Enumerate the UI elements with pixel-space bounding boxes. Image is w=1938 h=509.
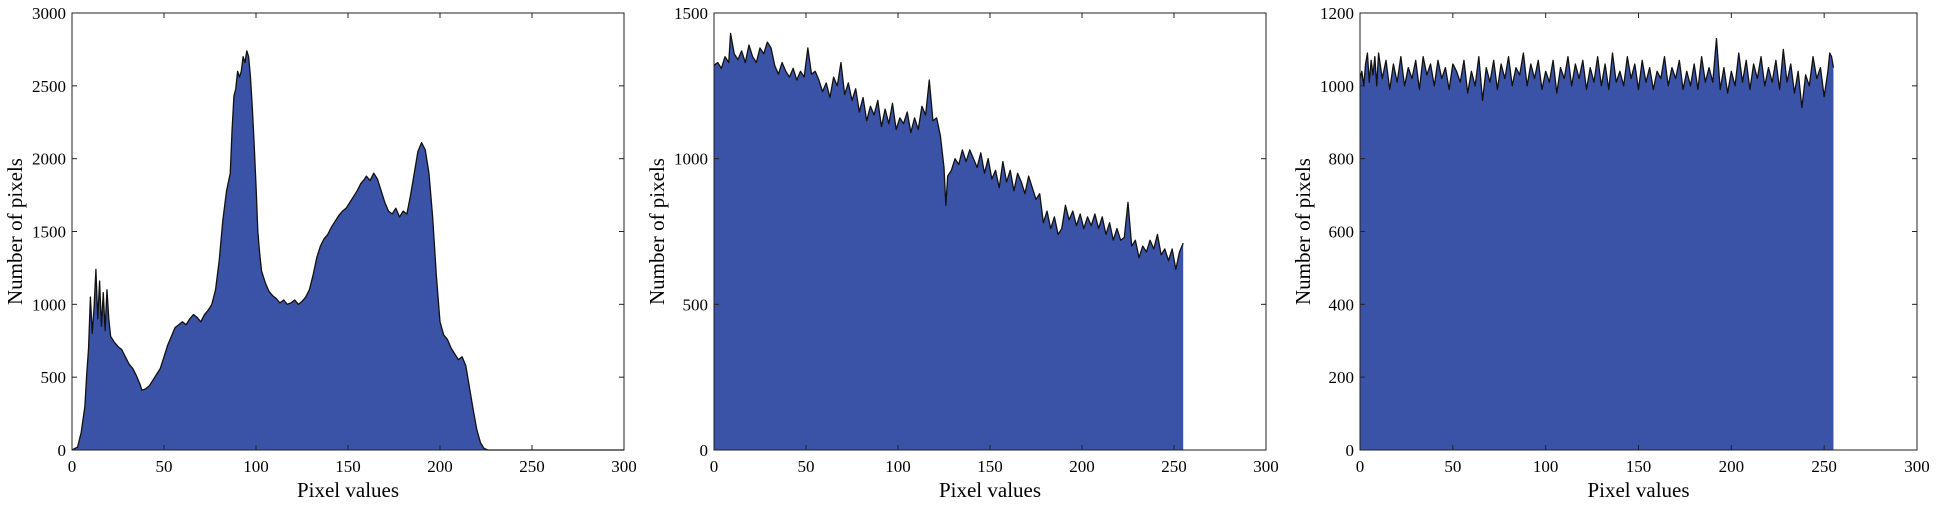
x-tick-label: 0 — [710, 457, 719, 476]
y-tick-label: 200 — [1329, 368, 1355, 387]
y-axis-label: Number of pixels — [645, 158, 669, 305]
y-tick-label: 2000 — [32, 150, 66, 169]
y-axis-label: Number of pixels — [3, 158, 27, 305]
histogram-area — [1360, 38, 1834, 451]
x-tick-label: 50 — [1444, 457, 1461, 476]
histogram-outline — [713, 32, 1184, 271]
x-tick-label: 200 — [427, 457, 453, 476]
x-tick-label: 100 — [885, 457, 911, 476]
histogram-outline — [71, 50, 624, 451]
y-axis-label: Number of pixels — [1291, 158, 1315, 305]
x-tick-label: 300 — [611, 457, 637, 476]
y-tick-label: 0 — [700, 441, 709, 460]
y-tick-label: 800 — [1329, 150, 1355, 169]
histogram-panel-2: 0 50 100 150 200 250 300 0 500 1000 1500 Pixel valu… — [645, 4, 1279, 502]
histogram-panel-3: 0 50 100 150 200 250 300 0 200 400 600 800 1000 1200 P… — [1291, 4, 1930, 502]
x-axis-label: Pixel values — [939, 478, 1041, 502]
x-tick-label: 100 — [1533, 457, 1559, 476]
x-axis-label: Pixel values — [1587, 478, 1689, 502]
x-tick-label: 100 — [243, 457, 269, 476]
x-tick-label: 200 — [1069, 457, 1095, 476]
x-tick-label: 250 — [519, 457, 545, 476]
x-tick-label: 300 — [1253, 457, 1279, 476]
x-tick-label: 300 — [1904, 457, 1930, 476]
y-tick-label: 1000 — [674, 150, 708, 169]
histogram-area — [714, 33, 1184, 450]
y-tick-label: 0 — [1346, 441, 1355, 460]
y-tick-label: 1000 — [32, 295, 66, 314]
y-tick-label: 600 — [1329, 223, 1355, 242]
x-tick-label: 200 — [1719, 457, 1745, 476]
y-tick-label: 1000 — [1320, 77, 1354, 96]
x-tick-label: 250 — [1811, 457, 1837, 476]
histogram-outline — [1359, 37, 1835, 109]
y-tick-label: 3000 — [32, 4, 66, 23]
x-tick-label: 0 — [68, 457, 77, 476]
y-tick-label: 500 — [41, 368, 67, 387]
y-tick-label: 2500 — [32, 77, 66, 96]
x-tick-label: 0 — [1356, 457, 1365, 476]
x-tick-label: 250 — [1161, 457, 1187, 476]
y-tick-label: 500 — [683, 295, 709, 314]
x-tick-label: 150 — [977, 457, 1003, 476]
x-tick-label: 50 — [156, 457, 173, 476]
y-tick-label: 1500 — [32, 223, 66, 242]
x-tick-label: 150 — [1626, 457, 1652, 476]
y-tick-label: 0 — [58, 441, 67, 460]
y-tick-label: 1500 — [674, 4, 708, 23]
histogram-panel-1: 0 50 100 150 200 250 3000500100015002000250030… — [3, 4, 637, 502]
y-tick-label: 400 — [1329, 295, 1355, 314]
histogram-area — [72, 50, 624, 451]
x-axis-label: Pixel values — [297, 478, 399, 502]
y-tick-label: 1200 — [1320, 4, 1354, 23]
x-tick-label: 150 — [335, 457, 361, 476]
x-tick-label: 50 — [798, 457, 815, 476]
